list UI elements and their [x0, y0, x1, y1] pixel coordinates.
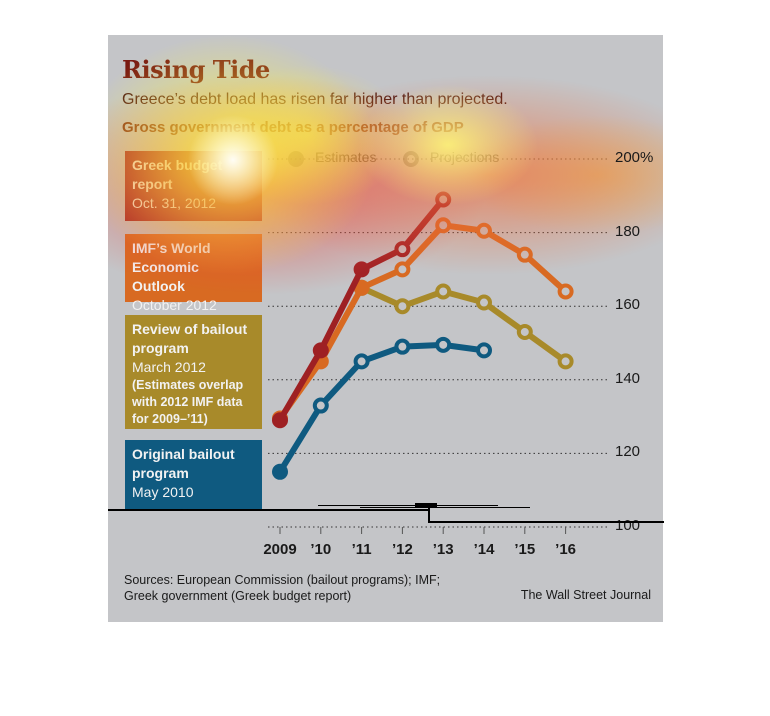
projection-point	[557, 283, 574, 300]
y-tick-label: 120	[615, 443, 641, 461]
projection-point	[394, 298, 411, 315]
y-tick-label: 160	[615, 296, 641, 314]
x-tick-label: 2009	[263, 541, 297, 558]
projection-point	[557, 353, 574, 370]
plot-area	[268, 158, 608, 534]
x-tick-label: ’12	[391, 541, 413, 558]
annotation-line	[428, 506, 430, 522]
annotation-marker	[415, 503, 437, 508]
x-tick-label: ’11	[351, 541, 372, 558]
sources-line-2: Greek government (Greek budget report)	[124, 589, 352, 603]
y-tick-label: 180	[615, 222, 641, 240]
annotation-line	[318, 505, 498, 506]
projection-point	[476, 342, 492, 359]
projection-point	[435, 191, 452, 208]
y-tick-label: 100	[615, 517, 641, 534]
sources-note: Sources: European Commission (bailout pr…	[124, 572, 440, 604]
estimate-point	[312, 342, 329, 359]
y-tick-label: 140	[615, 369, 641, 387]
projection-point	[476, 222, 492, 239]
estimate-point	[353, 261, 370, 278]
estimate-point	[272, 463, 288, 480]
projection-point	[394, 338, 411, 355]
y-tick-label: 200%	[615, 149, 654, 166]
projection-point	[435, 283, 452, 300]
estimate-point	[272, 412, 288, 429]
credit: The Wall Street Journal	[520, 588, 651, 602]
annotation-line	[428, 521, 664, 523]
chart-panel: Rising Tide Greece’s debt load has risen…	[108, 35, 663, 622]
projection-point	[435, 336, 452, 353]
projection-point	[312, 397, 329, 414]
x-tick-label: ’10	[310, 541, 332, 558]
x-tick-label: ’14	[473, 541, 495, 558]
projection-point	[353, 353, 370, 370]
projection-point	[394, 241, 411, 258]
projection-point	[516, 323, 533, 340]
annotation-line	[108, 509, 428, 511]
projection-point	[435, 217, 452, 234]
projection-point	[516, 246, 533, 263]
x-tick-label: ’13	[432, 541, 454, 558]
x-tick-label: ’15	[514, 541, 536, 558]
sources-line-1: Sources: European Commission (bailout pr…	[124, 573, 441, 587]
annotation-line	[360, 507, 530, 508]
x-tick-label: ’16	[555, 541, 577, 558]
projection-point	[476, 294, 492, 311]
projection-point	[394, 261, 411, 278]
